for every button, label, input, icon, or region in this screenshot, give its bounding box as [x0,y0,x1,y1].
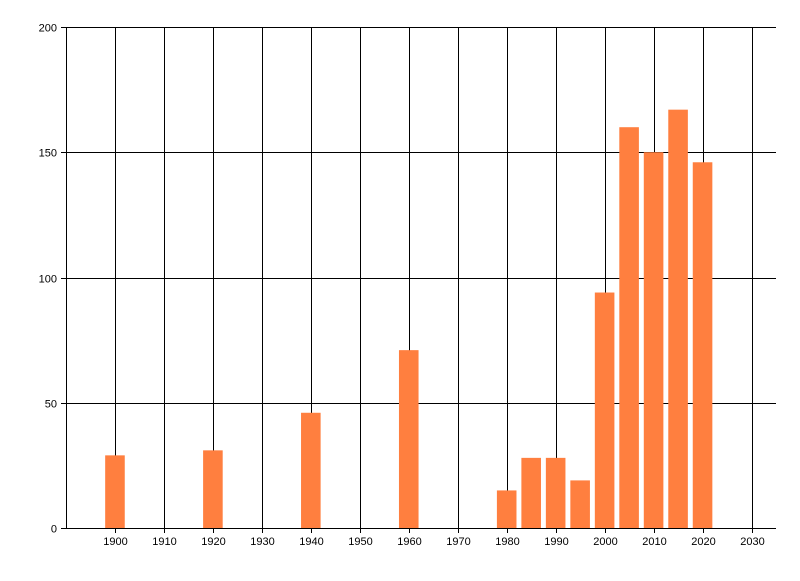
x-tick-label-1930: 1930 [250,536,274,548]
x-tick-labels: 1900 1910 1920 1930 1940 1950 1960 1970 1980 1990… [103,536,764,548]
x-tick-label-1920: 1920 [201,536,225,548]
x-tick-label-1980: 1980 [495,536,519,548]
bar-2010 [643,152,664,528]
x-tick-label-2010: 2010 [642,536,666,548]
bar-1995 [570,480,590,528]
x-tick-label-1940: 1940 [299,536,323,548]
x-tick-label-1900: 1900 [103,536,127,548]
bar-1985 [521,457,541,528]
x-tick-label-1950: 1950 [348,536,372,548]
y-tick-labels: 0 50 100 150 200 [39,23,57,536]
y-tick-label-0: 0 [51,524,57,536]
x-tick-label-2030: 2030 [740,536,764,548]
bars [105,109,713,528]
y-tick-label-100: 100 [39,274,57,286]
bar-2000 [594,292,615,528]
y-tick-label-50: 50 [45,399,57,411]
bar-1960 [398,350,419,528]
bar-1900 [105,455,125,528]
bar-2015 [668,109,688,528]
y-tick-label-200: 200 [39,23,57,35]
y-tick-label-150: 150 [39,148,57,160]
x-tick-label-1990: 1990 [544,536,568,548]
x-tick-label-1970: 1970 [446,536,470,548]
x-tick-label-1910: 1910 [152,536,176,548]
axes [61,27,776,533]
bar-1940 [301,412,321,528]
x-tick-label-2020: 2020 [691,536,715,548]
bar-1920 [203,450,223,528]
bar-2005 [619,127,639,528]
bar-1980 [496,490,517,528]
bar-1990 [545,457,566,528]
x-tick-label-2000: 2000 [593,536,617,548]
x-tick-label-1960: 1960 [397,536,421,548]
bar-2020 [692,162,713,528]
